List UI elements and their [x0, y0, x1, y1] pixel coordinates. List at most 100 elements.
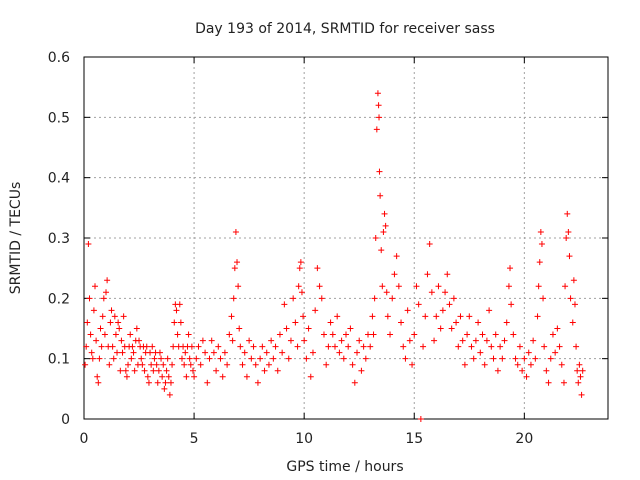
data-point — [92, 283, 99, 290]
data-point — [208, 337, 215, 344]
data-point — [174, 331, 181, 338]
data-point — [230, 295, 237, 302]
data-point — [144, 373, 151, 380]
data-point — [381, 210, 388, 217]
data-point — [183, 373, 190, 380]
data-point — [149, 343, 156, 350]
data-point — [377, 192, 384, 199]
data-point — [374, 90, 381, 97]
data-point — [138, 355, 145, 362]
data-point — [320, 331, 327, 338]
data-point — [136, 337, 143, 344]
data-point — [248, 355, 255, 362]
data-point — [362, 355, 369, 362]
data-point — [158, 355, 165, 362]
data-point — [193, 355, 200, 362]
data-point — [563, 235, 570, 241]
data-point — [252, 361, 259, 368]
data-point — [237, 343, 244, 350]
data-point — [145, 379, 152, 386]
data-point — [420, 343, 427, 350]
data-point — [532, 355, 539, 362]
data-point — [263, 349, 270, 356]
data-point — [422, 313, 429, 320]
data-point — [360, 343, 367, 350]
data-point — [406, 337, 413, 344]
data-point — [370, 331, 377, 338]
data-point — [162, 379, 169, 386]
data-point — [379, 283, 386, 290]
data-point — [538, 241, 545, 248]
data-point — [457, 313, 464, 320]
data-point — [129, 343, 136, 350]
axis-ticks: 0 5 10 15 20 0 0.1 0.2 0.3 0.4 0.5 0.6 — [48, 50, 608, 447]
data-point — [481, 361, 488, 368]
data-point — [375, 102, 382, 109]
data-point — [181, 361, 188, 368]
data-point — [367, 343, 374, 350]
data-point — [156, 349, 163, 356]
data-point — [164, 355, 171, 362]
data-point — [472, 337, 479, 344]
y-tick-label: 0.5 — [48, 110, 70, 126]
y-tick-label: 0.4 — [48, 171, 70, 187]
data-point — [426, 241, 433, 248]
data-point — [384, 313, 391, 320]
data-point — [110, 355, 117, 362]
data-point — [505, 283, 512, 290]
data-point — [483, 337, 490, 344]
data-point — [345, 343, 352, 350]
data-point — [147, 349, 154, 356]
data-point — [413, 283, 420, 290]
data-point — [122, 367, 129, 374]
data-point — [442, 289, 449, 296]
data-point — [219, 373, 226, 380]
data-point — [150, 367, 157, 374]
data-point — [118, 337, 125, 344]
data-point — [202, 349, 209, 356]
data-point — [301, 337, 308, 344]
data-point — [89, 355, 96, 362]
data-point — [431, 337, 438, 344]
data-point — [497, 343, 504, 350]
data-point — [107, 319, 114, 326]
data-point — [571, 301, 578, 308]
data-point — [87, 331, 94, 338]
data-point — [393, 253, 400, 260]
data-point — [503, 319, 510, 326]
data-point — [314, 265, 321, 272]
data-point — [514, 361, 521, 368]
data-point — [106, 361, 113, 368]
data-point — [323, 361, 330, 368]
data-point — [199, 337, 206, 344]
data-point — [545, 379, 552, 386]
data-point — [437, 325, 444, 332]
data-point — [188, 343, 195, 350]
data-point — [272, 343, 279, 350]
data-point — [217, 355, 224, 362]
data-point — [336, 349, 343, 356]
data-point — [494, 367, 501, 374]
data-point — [163, 367, 170, 374]
data-point — [287, 337, 294, 344]
data-point — [296, 265, 303, 272]
data-point — [165, 373, 172, 380]
data-point — [93, 337, 100, 344]
data-point — [549, 331, 556, 338]
data-point — [536, 259, 543, 266]
data-point — [128, 355, 135, 362]
data-point — [383, 289, 390, 296]
data-point — [349, 361, 356, 368]
data-point — [195, 343, 202, 350]
data-point — [578, 391, 585, 398]
data-point — [215, 343, 222, 350]
data-point — [558, 361, 565, 368]
data-point — [512, 355, 519, 362]
data-point — [365, 331, 372, 338]
data-point — [283, 325, 290, 332]
data-point — [171, 319, 178, 326]
data-point — [176, 301, 183, 308]
data-point — [372, 235, 379, 241]
data-point — [475, 319, 482, 326]
data-point — [501, 337, 508, 344]
